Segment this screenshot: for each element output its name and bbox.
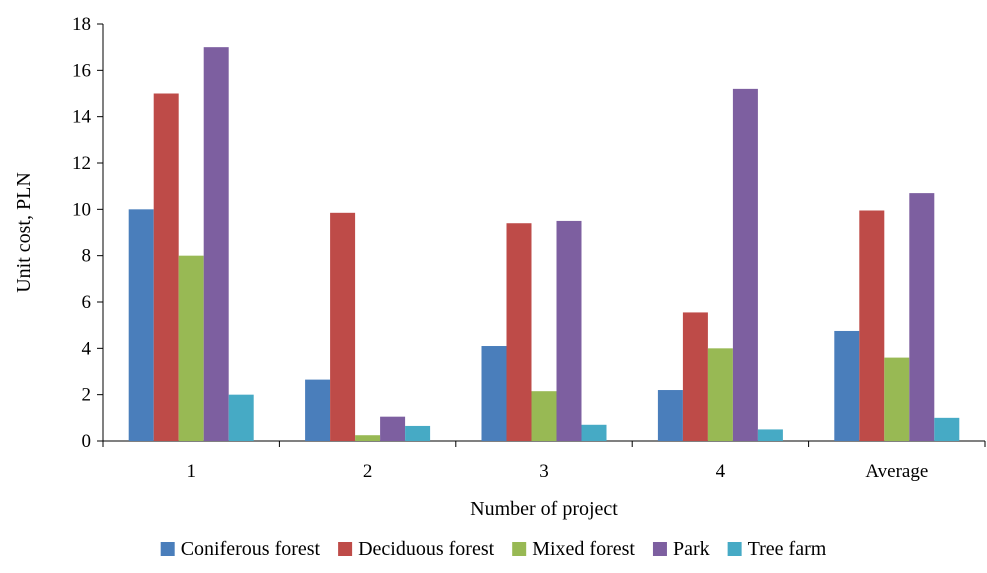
- bar-park: [380, 416, 406, 441]
- bar-tree-farm: [228, 394, 254, 441]
- y-axis-ticks: 0 2 4 6 8 10 12 14 16 18: [72, 14, 103, 452]
- y-tick-label: 2: [82, 385, 92, 406]
- bar-deciduous-forest: [506, 223, 532, 441]
- bar-deciduous-forest: [153, 93, 179, 441]
- legend-swatch: [512, 542, 527, 556]
- legend-label: Park: [673, 538, 710, 560]
- y-tick-label: 14: [72, 107, 92, 128]
- legend-label: Tree farm: [748, 538, 827, 560]
- bar-mixed-forest: [355, 435, 381, 441]
- legend-label: Coniferous forest: [181, 538, 321, 560]
- x-axis-ticks: 1 2 3 4 Average: [102, 441, 986, 482]
- legend-item: Mixed forest: [512, 538, 635, 560]
- legend-swatch: [652, 542, 667, 556]
- x-tick-label: Average: [865, 461, 928, 482]
- bar-series-group: [128, 47, 960, 442]
- x-axis-title: Number of project: [470, 498, 618, 520]
- y-axis-title: Unit cost, PLN: [13, 172, 35, 293]
- legend-swatch: [160, 542, 175, 556]
- y-tick-label: 4: [82, 338, 92, 359]
- bar-deciduous-forest: [682, 312, 708, 441]
- bar-tree-farm: [405, 425, 431, 441]
- legend: Coniferous forest Deciduous forest Mixed f…: [160, 538, 827, 560]
- bar-mixed-forest: [178, 255, 204, 441]
- y-tick-label: 6: [82, 292, 92, 313]
- y-tick-label: 16: [72, 60, 91, 81]
- x-tick-label: 1: [186, 461, 196, 482]
- bar-coniferous-forest: [657, 390, 683, 441]
- legend-swatch: [338, 542, 353, 556]
- bar-tree-farm: [757, 429, 783, 441]
- legend-item: Tree farm: [727, 538, 827, 560]
- y-tick-label: 0: [82, 431, 92, 452]
- y-tick-label: 18: [72, 14, 91, 35]
- y-tick-label: 8: [82, 246, 92, 267]
- bar-park: [556, 220, 582, 441]
- bar-coniferous-forest: [834, 330, 860, 441]
- x-tick-label: 3: [539, 461, 549, 482]
- legend-label: Deciduous forest: [358, 538, 495, 560]
- bar-tree-farm: [934, 417, 960, 441]
- legend-item: Deciduous forest: [338, 538, 495, 560]
- bar-park: [732, 88, 758, 441]
- legend-item: Coniferous forest: [160, 538, 321, 560]
- x-tick-label: 2: [363, 461, 373, 482]
- bar-deciduous-forest: [859, 210, 885, 441]
- legend-swatch: [727, 542, 742, 556]
- bar-park: [909, 193, 935, 441]
- bar-coniferous-forest: [481, 346, 507, 441]
- legend-item: Park: [652, 538, 710, 560]
- bar-coniferous-forest: [305, 379, 331, 441]
- bar-mixed-forest: [707, 348, 733, 441]
- bar-coniferous-forest: [128, 209, 154, 441]
- bar-mixed-forest: [531, 391, 557, 441]
- bar-deciduous-forest: [330, 212, 356, 441]
- y-tick-label: 12: [72, 153, 91, 174]
- y-tick-label: 10: [72, 199, 91, 220]
- bar-mixed-forest: [884, 357, 910, 441]
- legend-label: Mixed forest: [532, 538, 635, 560]
- x-tick-label: 4: [716, 461, 726, 482]
- bar-tree-farm: [581, 424, 607, 441]
- bar-park: [203, 47, 229, 442]
